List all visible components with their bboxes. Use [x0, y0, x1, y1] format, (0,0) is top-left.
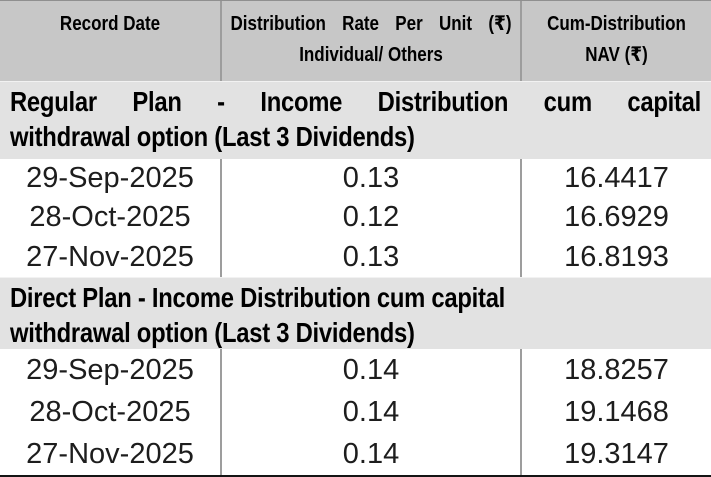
header-nav-line2: NAV (₹) — [585, 44, 648, 66]
rate-cell: 0.14 — [220, 433, 520, 475]
nav-cell: 16.4417 — [520, 159, 711, 198]
regular-plan-title-line1: Regular Plan - Income Distribution cum c… — [10, 86, 702, 117]
header-nav-line1: Cum-Distribution — [547, 13, 686, 35]
rate-cell: 0.14 — [220, 391, 520, 433]
record-date-cell: 28-Oct-2025 — [0, 198, 220, 237]
rate-cell: 0.12 — [220, 198, 520, 237]
nav-cell: 18.8257 — [520, 349, 711, 391]
regular-plan-title-line2: withdrawal option (Last 3 Dividends) — [10, 121, 415, 152]
header-record-date-label: Record Date — [59, 13, 161, 35]
direct-plan-title-line1: Direct Plan - Income Distribution cum ca… — [10, 282, 506, 313]
record-date-cell: 27-Nov-2025 — [0, 237, 220, 277]
header-rate-line2: Individual/ Others — [299, 44, 443, 66]
rate-cell: 0.14 — [220, 349, 520, 391]
header-cum-distribution-nav: Cum-Distribution NAV (₹) — [520, 1, 711, 81]
nav-cell: 19.3147 — [520, 433, 711, 475]
nav-cell: 19.1468 — [520, 391, 711, 433]
section-title-direct-plan: Direct Plan - Income Distribution cum ca… — [0, 277, 711, 349]
rate-cell: 0.13 — [220, 159, 520, 198]
header-record-date: Record Date — [0, 1, 220, 81]
direct-plan-title-line2: withdrawal option (Last 3 Dividends) — [10, 317, 415, 348]
record-date-cell: 27-Nov-2025 — [0, 433, 220, 475]
section-title-regular-plan: Regular Plan - Income Distribution cum c… — [0, 81, 711, 159]
record-date-cell: 29-Sep-2025 — [0, 159, 220, 198]
nav-cell: 16.6929 — [520, 198, 711, 237]
header-distribution-rate: Distribution Rate Per Unit (₹) Individua… — [220, 1, 520, 81]
nav-cell: 16.8193 — [520, 237, 711, 277]
record-date-cell: 28-Oct-2025 — [0, 391, 220, 433]
record-date-cell: 29-Sep-2025 — [0, 349, 220, 391]
header-rate-line1: Distribution Rate Per Unit (₹) — [230, 13, 512, 35]
rate-cell: 0.13 — [220, 237, 520, 277]
